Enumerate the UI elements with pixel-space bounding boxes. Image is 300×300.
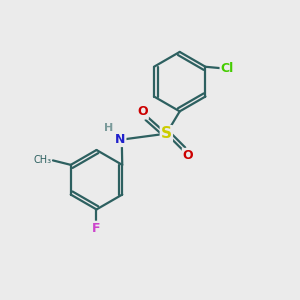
Text: Cl: Cl: [220, 62, 234, 75]
Text: S: S: [161, 126, 172, 141]
Text: O: O: [137, 106, 148, 118]
Text: H: H: [104, 123, 113, 133]
Text: O: O: [183, 149, 194, 162]
Text: CH₃: CH₃: [33, 155, 51, 165]
Text: N: N: [115, 133, 125, 146]
Text: F: F: [92, 222, 101, 235]
